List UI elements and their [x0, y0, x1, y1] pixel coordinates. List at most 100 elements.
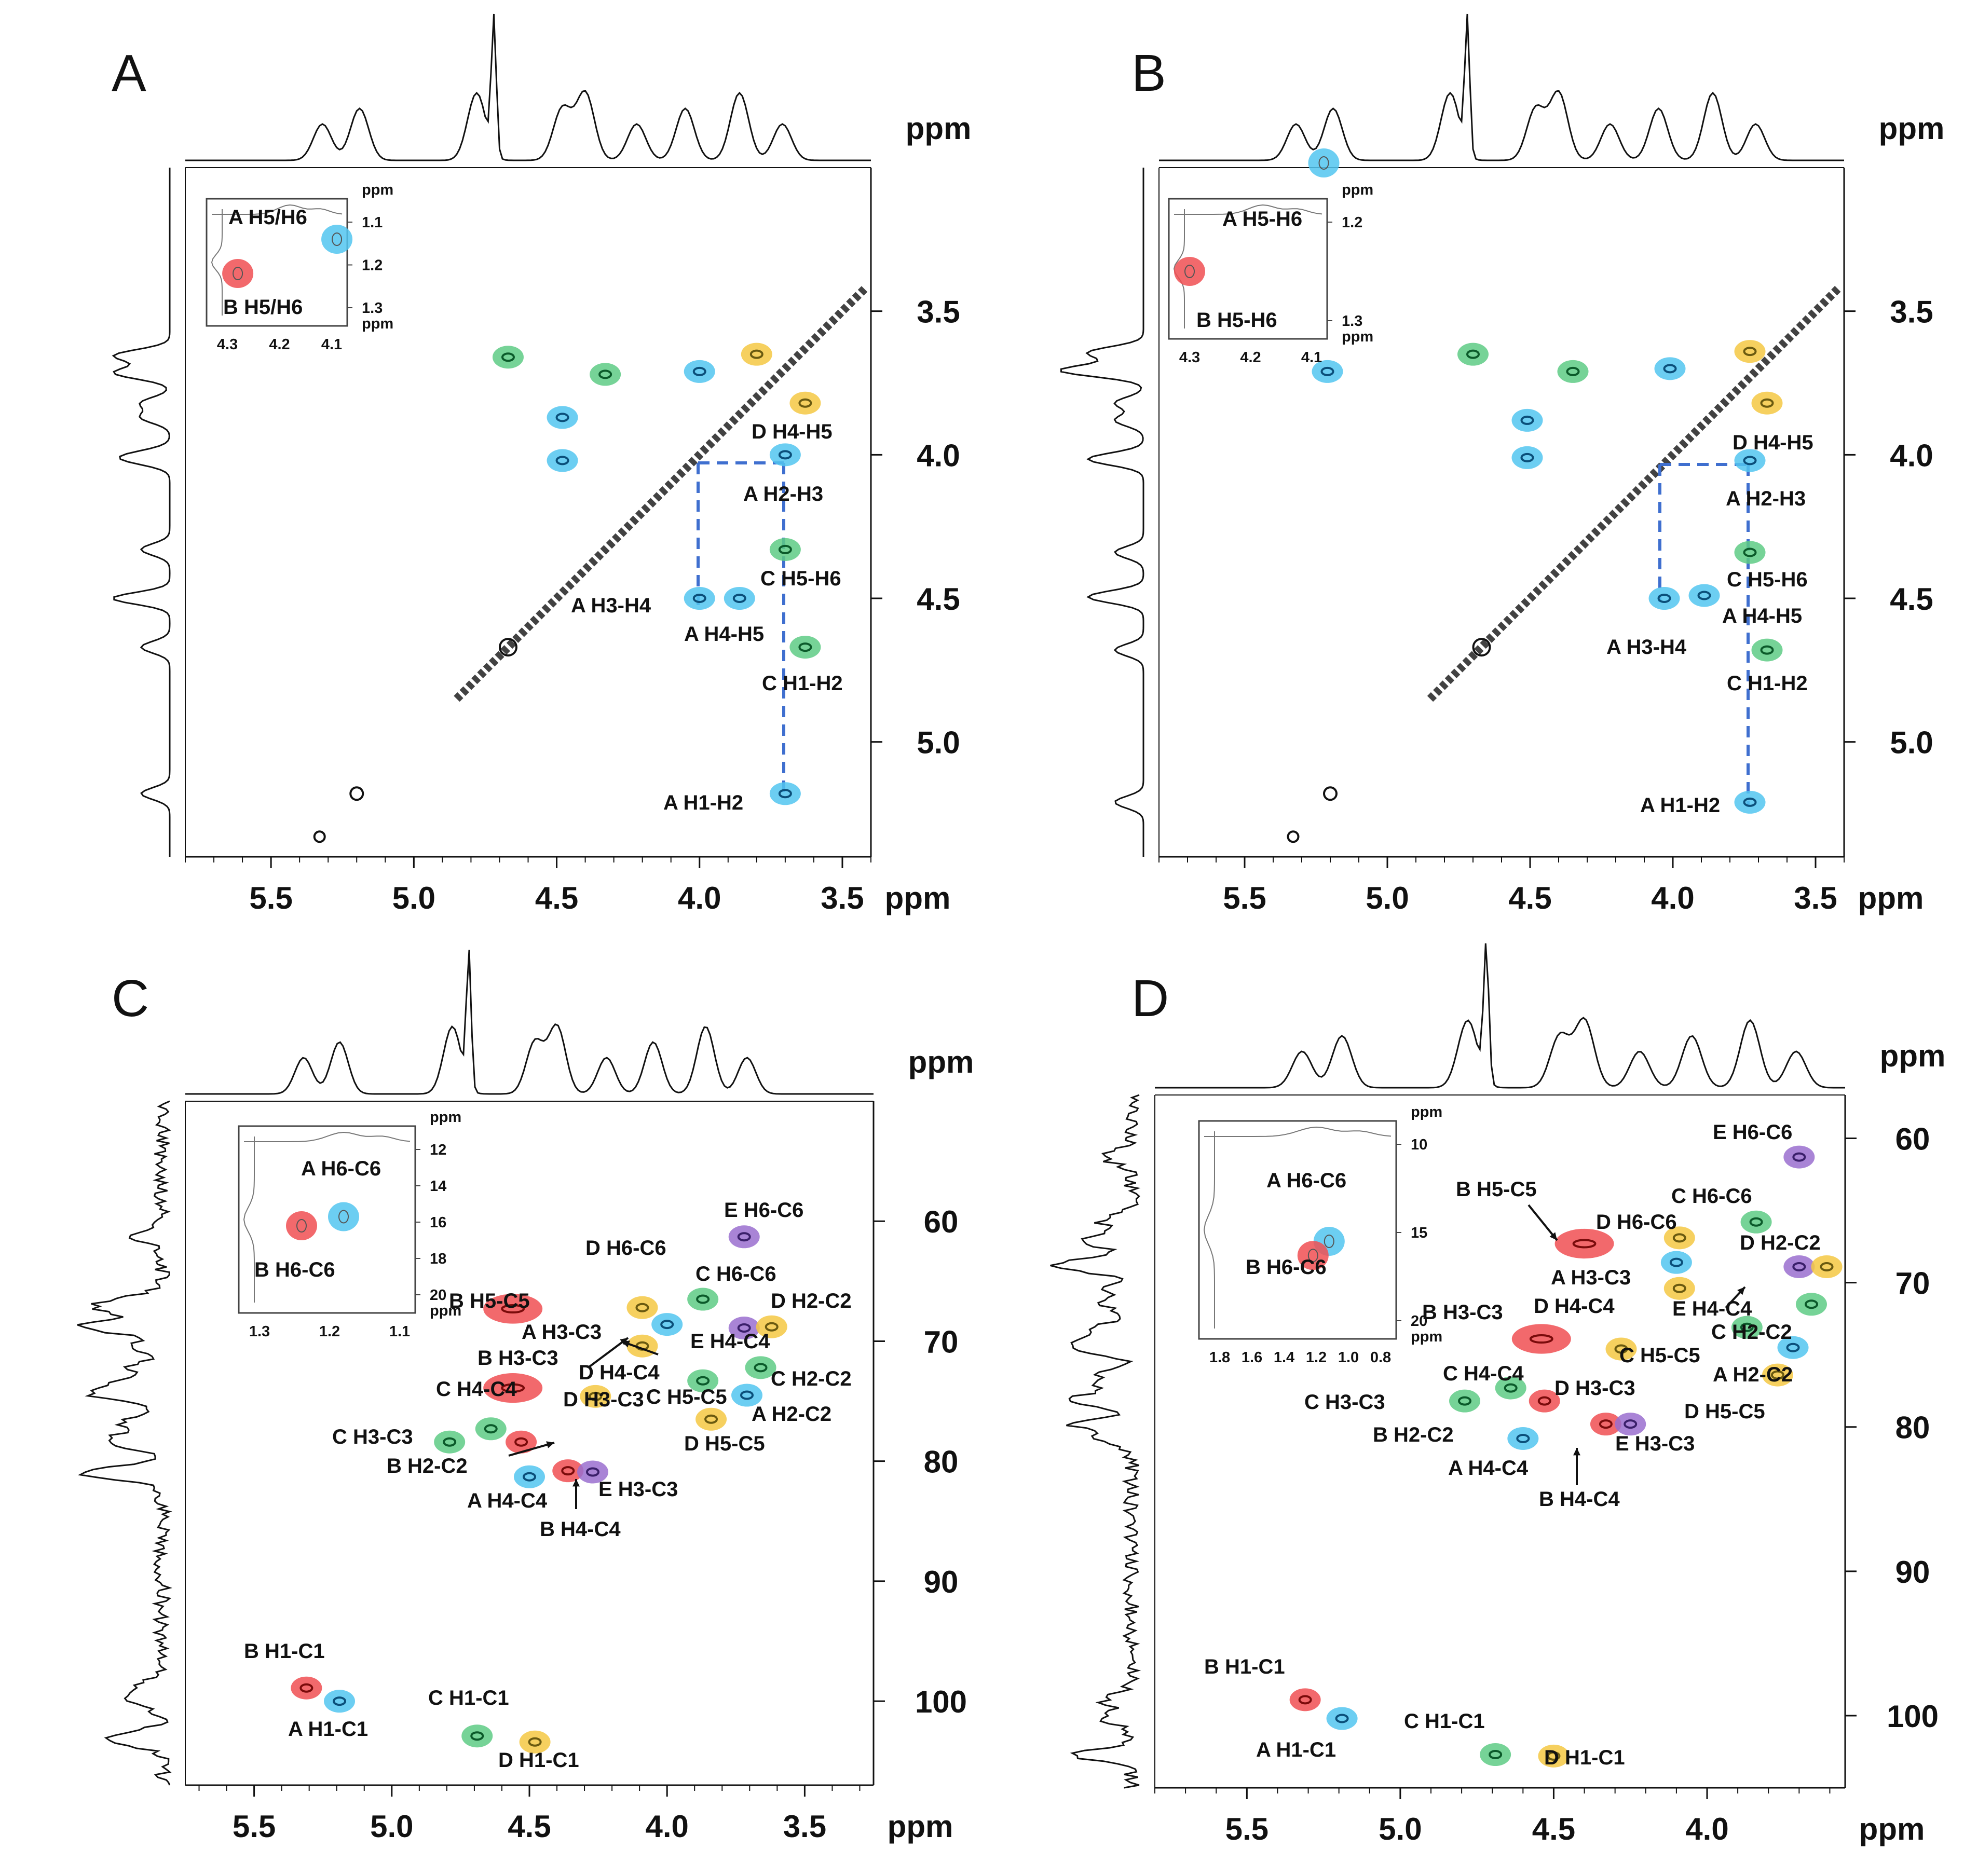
- inset-y-tick: 20: [1411, 1313, 1427, 1330]
- inset-peak-label: A H5/H6: [228, 206, 307, 229]
- peak-A: [769, 443, 801, 467]
- inset-peak-contour: [1307, 1249, 1318, 1263]
- peak-C: [789, 636, 821, 659]
- peak-C: [492, 346, 524, 369]
- peak-B: [1511, 1324, 1571, 1354]
- peak-label: D H3-C3: [563, 1388, 644, 1411]
- peak-C: [1795, 1293, 1827, 1316]
- peak-C: [461, 1724, 493, 1748]
- inset-x-tick: 4.2: [1240, 349, 1261, 366]
- inset-y-tick: 18: [430, 1251, 446, 1267]
- peak-contour: [749, 349, 763, 359]
- inset-x-tick: 4.1: [1301, 349, 1322, 366]
- inset-y-axis-label: ppm: [362, 182, 393, 198]
- panel-D: D 5.5 5.0 4.5 4.0 ppm 60 70 80 90 100 ppm E H6-C6 B H…: [1050, 943, 1945, 1846]
- peak-D: [580, 1385, 611, 1408]
- peak-contour: [1489, 1750, 1503, 1760]
- inset-y-tick: 20: [430, 1287, 446, 1304]
- top-projection: [185, 950, 874, 1095]
- peak-B: [291, 1676, 322, 1700]
- peak-A: [514, 1465, 545, 1488]
- peak-label: E H4-C4: [1672, 1297, 1752, 1320]
- panel-C: C 5.5 5.0 4.5 4.0 3.5 ppm 60 70 80 90 100 ppm E H6-C6…: [77, 950, 974, 1844]
- inset-peak-contour: [1184, 265, 1195, 278]
- inset-y-tick: 14: [430, 1178, 446, 1195]
- peak-A: [1734, 790, 1766, 814]
- peak-contour: [1697, 591, 1711, 600]
- peak-A: [1511, 408, 1543, 432]
- peak-E: [728, 1225, 760, 1249]
- peak-label: B H3-C3: [478, 1347, 558, 1370]
- peak-contour: [333, 1696, 347, 1706]
- x-tick-label: 4.0: [1651, 881, 1694, 915]
- peak-label: A H2-H3: [1726, 487, 1806, 510]
- peak-contour: [740, 1390, 754, 1400]
- x-tick-label: 4.0: [645, 1809, 688, 1844]
- inset-y-tick: 1.2: [1342, 214, 1362, 231]
- side-projection: [112, 168, 171, 857]
- top-projection: [185, 13, 871, 161]
- peak-D: [1663, 1277, 1695, 1300]
- inset-peak-contour: [338, 1210, 349, 1224]
- peak-contour: [1663, 364, 1677, 374]
- inset-y-tick: 1.2: [362, 257, 383, 274]
- peak-contour: [737, 1232, 751, 1242]
- peak-B: [506, 1430, 537, 1454]
- peak-label: C H5-H6: [760, 567, 841, 590]
- peak-contour: [585, 1467, 599, 1477]
- peak-label: C H6-C6: [1671, 1185, 1752, 1208]
- peak-label: C H3-C3: [332, 1426, 413, 1448]
- y-tick-label: 70: [1895, 1266, 1930, 1301]
- peak-contour: [765, 1322, 779, 1332]
- peak-contour: [1599, 1419, 1613, 1429]
- inset-x-tick: 0.8: [1370, 1349, 1391, 1366]
- inset-peak-B: [1297, 1241, 1329, 1270]
- inset-peak-A: [1308, 148, 1340, 177]
- peak-contour: [1792, 1152, 1806, 1162]
- y-tick-label: 4.5: [1890, 582, 1933, 617]
- diagonal-peak: [313, 830, 326, 843]
- y-tick-label: 3.5: [917, 295, 960, 330]
- peak-label: D H6-C6: [1596, 1211, 1677, 1234]
- peak-contour: [555, 413, 569, 422]
- peak-contour: [1743, 347, 1757, 357]
- diagonal-peak: [498, 638, 517, 657]
- peak-contour: [589, 1391, 603, 1401]
- inset-peak-label: B H5/H6: [223, 296, 303, 319]
- peak-A: [731, 1384, 763, 1407]
- inset-x-tick: 1.2: [1306, 1349, 1327, 1366]
- peak-label: E H3-C3: [598, 1478, 678, 1501]
- diagonal-peak: [1287, 830, 1300, 843]
- inset-top-projection: [244, 1131, 411, 1142]
- x-tick-label: 3.5: [821, 881, 864, 915]
- peak-C: [687, 1369, 719, 1392]
- peak-contour: [1458, 1396, 1472, 1406]
- peak-contour: [737, 1323, 751, 1333]
- peak-C: [475, 1417, 507, 1441]
- peak-label: B H4-C4: [540, 1518, 621, 1541]
- arrow-head: [620, 1338, 628, 1346]
- peak-contour: [1672, 1233, 1686, 1243]
- peak-contour: [1537, 1396, 1551, 1406]
- peak-contour: [1335, 1714, 1349, 1723]
- peak-D: [1811, 1255, 1843, 1278]
- peak-label: D H4-C4: [1534, 1295, 1615, 1318]
- peak-label: D H2-C2: [1740, 1231, 1821, 1254]
- peak-label: C H5-C5: [1619, 1344, 1700, 1367]
- peak-A: [1654, 357, 1686, 380]
- x-tick-label: 5.0: [1366, 881, 1409, 915]
- peak-label: D H3-C3: [1554, 1377, 1635, 1400]
- peak-contour: [1516, 1433, 1530, 1443]
- y-tick-label: 5.0: [917, 725, 960, 760]
- inset-peak-label: B H6-C6: [254, 1258, 335, 1281]
- peak-contour: [501, 352, 515, 362]
- peak-label: A H3-H4: [571, 594, 651, 617]
- peak-A: [547, 449, 578, 472]
- x-tick-label: 3.5: [1794, 881, 1837, 915]
- inset-x-tick: 1.0: [1338, 1349, 1359, 1366]
- y-tick-label: 4.5: [917, 582, 960, 617]
- peak-D: [1751, 391, 1783, 415]
- inset-y-tick: 1.3: [1342, 313, 1362, 330]
